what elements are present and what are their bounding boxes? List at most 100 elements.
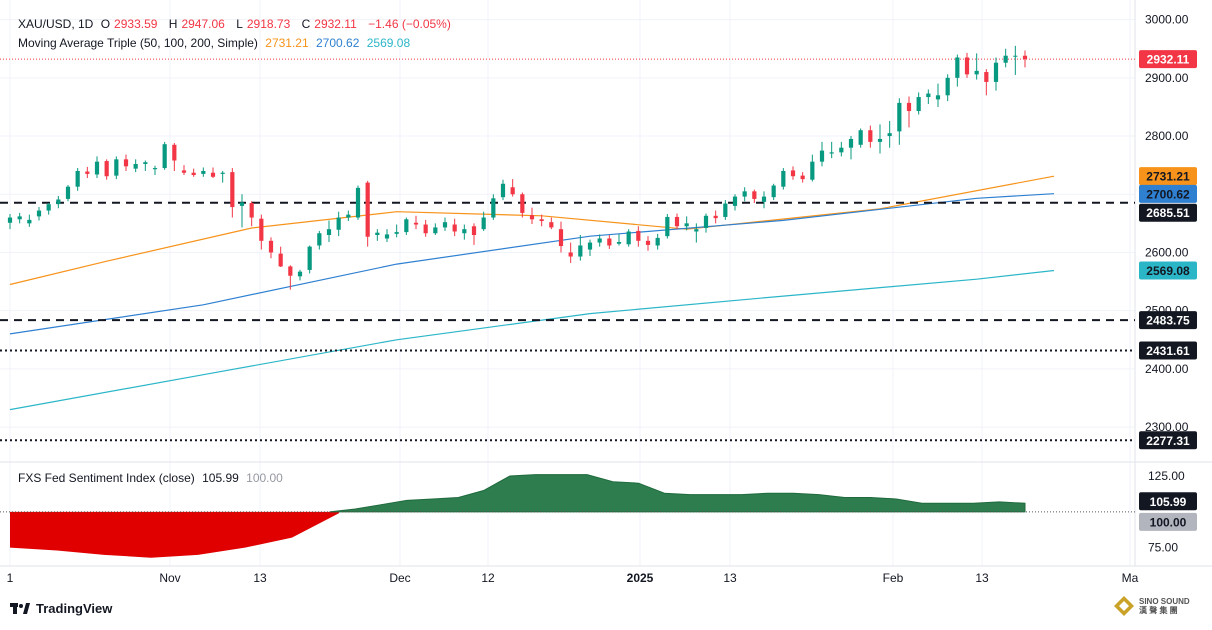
sentiment-panel [0,474,1135,558]
level-badge: 2685.51 [1146,206,1190,220]
ma200-value: 2569.08 [366,36,411,50]
candle-body [955,57,960,78]
price-tick-label: 2600.00 [1145,245,1189,259]
candle-body [945,77,950,96]
candle-body [848,138,854,148]
candle-body [926,93,931,98]
candle-body [761,196,767,202]
candle-body [549,222,554,228]
candle-body [597,238,602,243]
candle-body [616,241,622,244]
candle-body [94,161,100,175]
ma100-badge: 2700.62 [1146,187,1190,201]
candle-body [674,216,680,227]
candle-body [790,170,796,177]
candle-body [375,232,380,235]
candle-body [752,191,757,199]
watermark-line1: SINO SOUND [1139,597,1190,606]
candle-body [1022,55,1028,60]
watermark: SINO SOUND 漢 聲 集 團 [1113,595,1190,617]
candle-body [694,229,699,232]
price-badges: 2932.11 2731.21 2700.62 2685.51 2569.08 2483.… [1139,50,1197,531]
candle-body [75,170,80,187]
tradingview-brand: TradingView [36,601,113,616]
candle-body [413,222,419,225]
close-value: C 2932.11 [301,17,357,31]
candle-body [56,199,61,205]
change-value: −1.46 (−0.05%) [368,17,451,31]
candle-body [307,246,312,270]
tradingview-logo-icon [10,602,30,615]
sentiment-ref-badge-bg [1139,512,1197,531]
level-badge-bg [1139,431,1197,450]
last-price-badge-bg [1139,50,1197,69]
high-value: H 2947.06 [168,17,225,31]
candle-body [220,172,225,174]
level-badge: 2483.75 [1146,314,1190,328]
sentiment-negative-area [10,511,339,558]
candle-body [239,202,245,206]
open-value: O 2933.59 [100,17,158,31]
ma-line-ma100 [9,193,1055,335]
candle-body [114,159,119,176]
candle-body [510,187,515,195]
candle-body [868,130,873,142]
candle-body [259,218,264,241]
candle-body [935,95,941,100]
candle-body [423,224,428,234]
candle-body [974,70,979,75]
last-price-badge: 2932.11 [1147,53,1190,67]
candle-body [17,216,22,220]
candle-body [732,196,738,206]
candle-body [191,172,196,176]
candle-body [819,150,825,162]
candle-body [104,161,109,177]
candle-body [1003,55,1008,63]
time-tick-label: 2025 [627,571,654,585]
candle-body [181,170,187,173]
candle-body [462,229,467,234]
candle-body [210,172,216,177]
price-tick-label: 2400.00 [1145,362,1189,376]
candle-body [471,226,477,235]
candle-body [916,97,921,112]
sentiment-ref-badge: 100.00 [1150,515,1187,529]
moving-average-lines [9,175,1055,411]
candle-body [7,217,13,223]
candle-body [230,172,235,208]
level-badge-bg [1139,311,1197,330]
candle-body [703,215,709,229]
candle-body [481,217,486,230]
ma200-badge: 2569.08 [1146,264,1190,278]
candle-body [201,170,206,174]
level-badge-bg [1139,341,1197,360]
candle-body [781,170,786,187]
candle-body [964,57,970,75]
candle-body [162,144,167,169]
time-tick-label: Feb [883,571,904,585]
ma-legend: Moving Average Triple (50, 100, 200, Sim… [18,36,414,50]
candle-body [326,229,332,235]
tradingview-logo[interactable]: TradingView [10,601,112,616]
sentiment-value-badge-bg [1139,492,1197,511]
candle-body [65,186,71,199]
candle-body [500,183,506,198]
sentiment-tick-label: 125.00 [1148,469,1185,483]
candle-body [684,223,689,227]
ma50-value: 2731.21 [265,36,309,50]
candle-body [442,222,448,228]
candle-body [336,217,341,230]
time-tick-label: Dec [389,571,410,585]
time-axis: 1 Nov 13 Dec 12 2025 13 Feb 13 Ma [7,571,1139,585]
candle-body [288,266,293,276]
level-badge: 2277.31 [1146,434,1190,448]
candle-body [491,198,496,218]
candle-body [568,252,573,257]
sentiment-value-badge: 105.99 [1150,495,1187,509]
watermark-line2: 漢 聲 集 團 [1139,606,1178,615]
sentiment-ref: 100.00 [246,471,283,485]
candle-body [665,216,670,237]
candle-body [655,237,660,246]
candle-body [587,242,593,250]
